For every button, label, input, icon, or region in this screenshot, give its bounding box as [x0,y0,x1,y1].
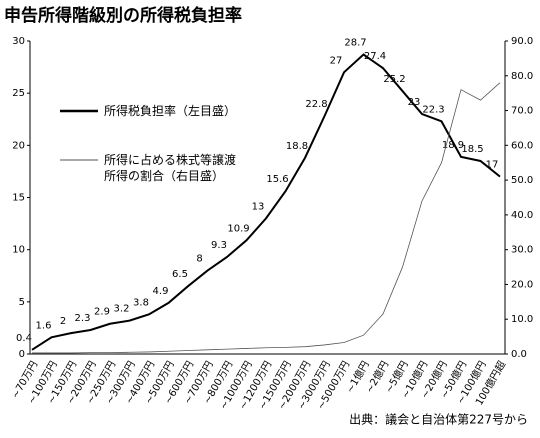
data-label: 22.3 [422,104,444,115]
data-label: 25.2 [383,74,405,85]
legend-label: 所得に占める株式等譲渡所得の割合（右目盛） [104,153,237,183]
data-label: 17 [486,160,499,171]
data-label: 27.4 [364,51,386,62]
data-label: 15.6 [266,174,288,185]
y2-tick-label: 30.0 [511,245,533,256]
data-label: 28.7 [344,38,366,49]
y-tick-label: 0 [19,349,25,360]
y2-tick-label: 60.0 [511,140,533,151]
y2-tick-label: 0.0 [511,349,527,360]
y2-tick-label: 50.0 [511,175,533,186]
series-line [32,82,501,354]
y2-tick-label: 70.0 [511,106,533,117]
data-label: 13 [252,201,265,212]
data-label: 4.9 [153,286,169,297]
data-label: 27 [330,55,343,66]
y2-tick-label: 80.0 [511,71,533,82]
y-tick-label: 20 [12,140,25,151]
data-label: 18.5 [461,144,483,155]
y2-tick-label: 20.0 [511,279,533,290]
data-label: 2.3 [75,313,91,324]
data-label: 23 [408,97,421,108]
y2-tick-label: 90.0 [511,36,533,47]
y-tick-label: 5 [19,297,25,308]
series-line [31,53,501,351]
y2-tick-label: 40.0 [511,210,533,221]
data-label: 6.5 [172,269,188,280]
data-label: 22.8 [305,99,327,110]
data-label: 1.6 [36,320,52,331]
legend-label: 所得税負担率（左目盛） [104,104,237,118]
y2-tick-label: 10.0 [511,314,533,325]
data-label: 2 [60,316,66,327]
data-label: 2.9 [94,307,110,318]
data-label: 3.2 [114,304,130,315]
data-label: 9.3 [211,240,227,251]
data-label: 18.8 [286,141,308,152]
data-label: 10.9 [227,223,249,234]
y-tick-label: 15 [12,193,25,204]
data-label: 3.8 [133,297,149,308]
data-label: 8 [196,254,202,265]
data-label: 0.4 [16,333,32,344]
data-label: 18.9 [442,140,464,151]
y-tick-label: 30 [12,36,25,47]
y-tick-label: 25 [12,88,25,99]
chart-title: 申告所得階級別の所得税負担率 [4,5,242,26]
y-tick-label: 10 [12,245,25,256]
source: 出典：議会と自治体第227号から [349,413,528,427]
